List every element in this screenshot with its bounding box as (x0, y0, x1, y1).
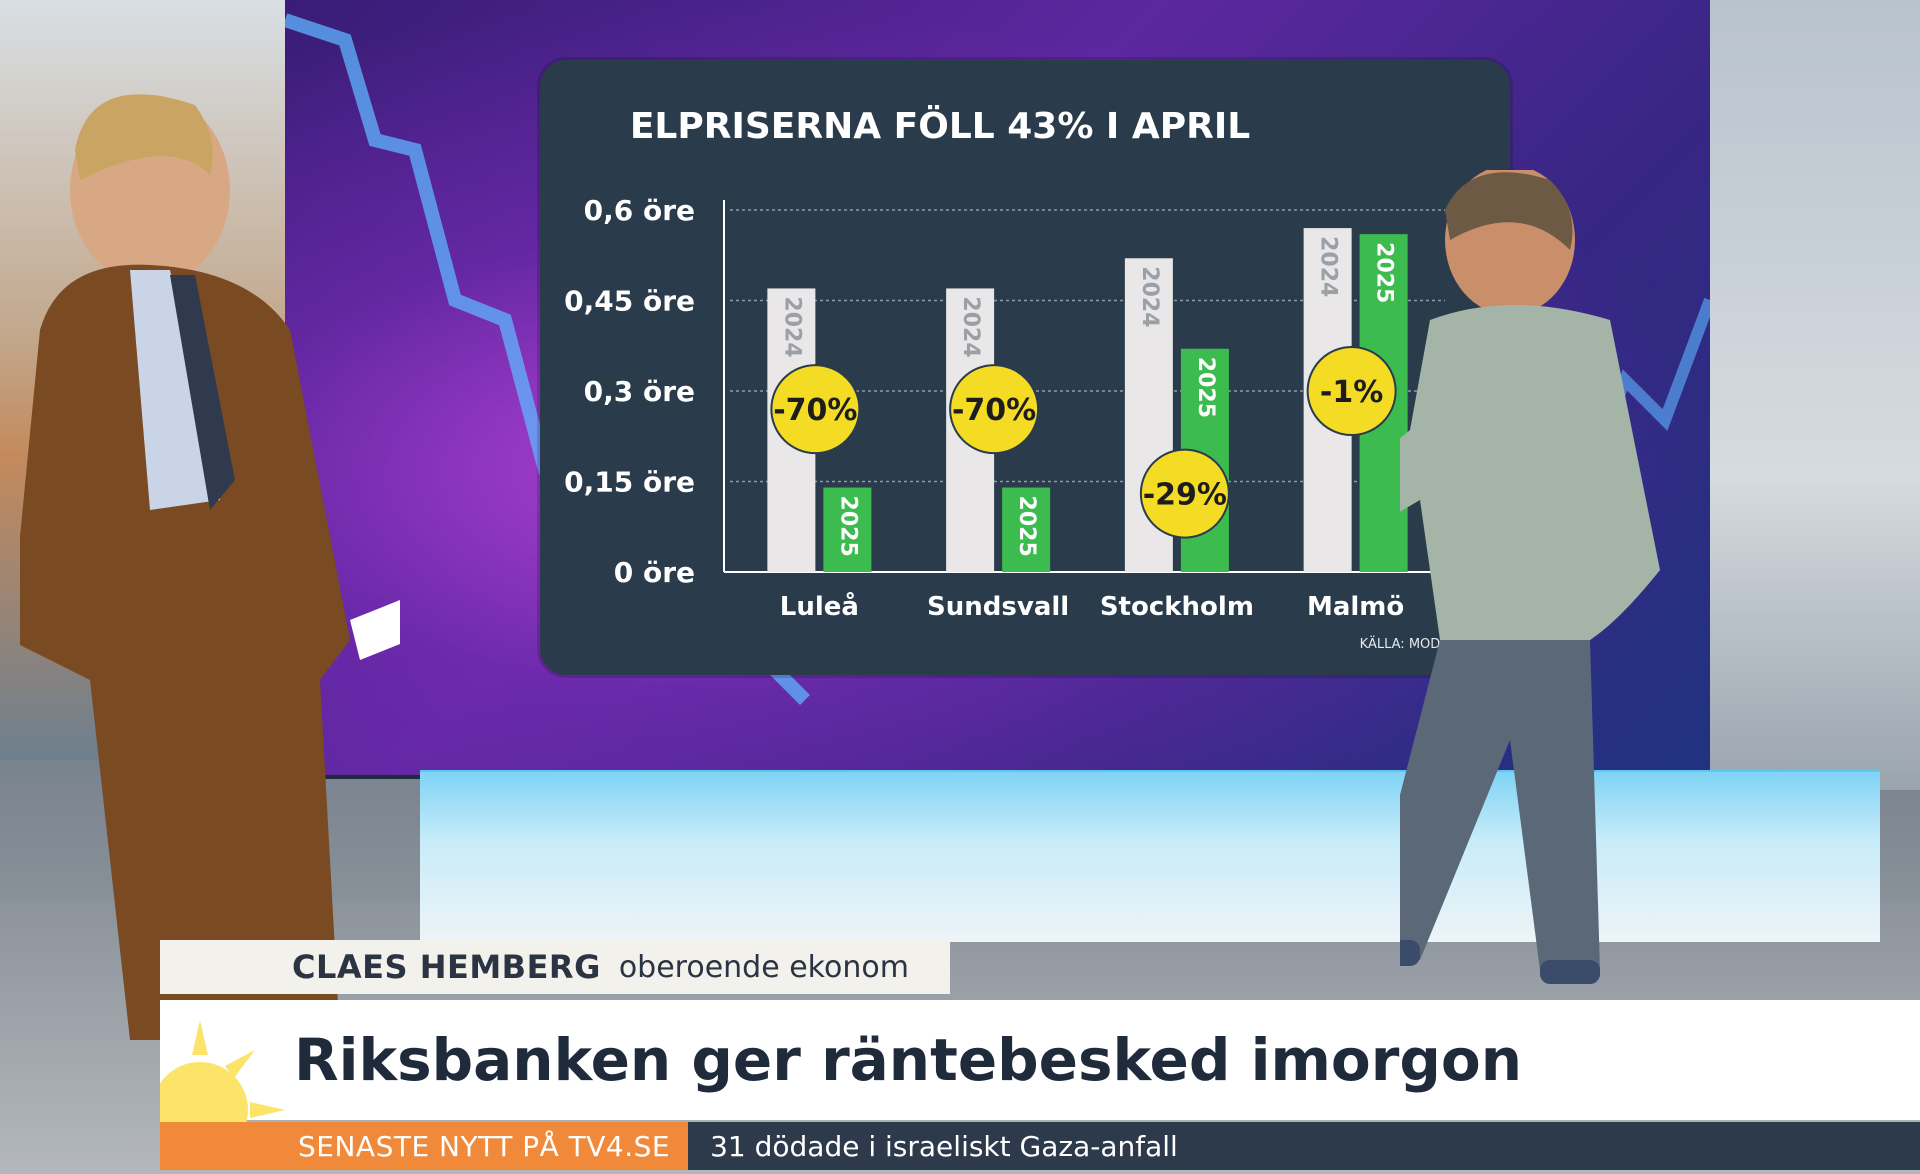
ticker-text: 31 dödade i israeliskt Gaza-anfall (710, 1129, 1178, 1163)
studio-right-wall (1710, 0, 1920, 790)
bar-year-label: 2024 (779, 296, 804, 357)
chart-title: ELPRISERNA FÖLL 43% I APRIL (630, 105, 1250, 147)
presenter-left (20, 94, 400, 1040)
x-tick-label: Malmö (1307, 592, 1404, 622)
percent-badge (1139, 448, 1230, 539)
bar-year-label: 2025 (1372, 242, 1397, 303)
speaker-name: CLAES HEMBERG (292, 948, 601, 986)
headline-strip: Riksbanken ger räntebesked imorgon (160, 1000, 1920, 1120)
y-axis-ticks: 0 öre 0,15 öre 0,3 öre 0,45 öre 0,6 öre (564, 194, 695, 589)
speaker-role: oberoende ekonom (618, 949, 909, 985)
bar-year-label: 2024 (1137, 266, 1162, 327)
source-note: KÄLLA: MODITY (1360, 636, 1460, 652)
x-tick-label: Luleå (780, 590, 859, 622)
bar-chart: ELPRISERNA FÖLL 43% I APRIL 0 öre 0,15 ör… (564, 105, 1460, 652)
y-tick-label: 0,15 öre (564, 466, 695, 499)
x-tick-label: Stockholm (1100, 592, 1254, 622)
percent-badge-label: -70% (773, 393, 857, 428)
bar-2025 (823, 487, 872, 572)
y-tick-label: 0,3 öre (584, 375, 695, 408)
bar-year-label: 2025 (1193, 357, 1218, 418)
bar-2025 (1002, 487, 1051, 572)
bar-year-label: 2025 (835, 496, 860, 557)
news-ticker: SENASTE NYTT PÅ TV4.SE 31 dödade i israe… (160, 1122, 1920, 1170)
percent-badge-label: -29% (1143, 478, 1227, 513)
screen-stand (420, 770, 1880, 942)
percent-badge (1306, 346, 1397, 436)
percent-badge-label: -1% (1320, 375, 1383, 410)
percent-badge (770, 364, 861, 455)
y-tick-label: 0 öre (614, 556, 695, 589)
x-axis-labels: Luleå Sundsvall Stockholm Malmö (780, 590, 1404, 622)
y-tick-label: 0,45 öre (564, 285, 695, 318)
chart-panel: ELPRISERNA FÖLL 43% I APRIL 0 öre 0,15 ör… (540, 60, 1510, 675)
bar-year-label: 2024 (1316, 236, 1341, 297)
name-strip: CLAES HEMBERG oberoende ekonom (160, 940, 950, 994)
bar-year-label: 2024 (958, 296, 983, 357)
presenter-right (1400, 170, 1660, 984)
percent-badge-label: -70% (952, 393, 1036, 428)
percent-badge (949, 364, 1040, 455)
y-tick-label: 0,6 öre (584, 194, 695, 227)
ticker-label: SENASTE NYTT PÅ TV4.SE (160, 1122, 689, 1170)
x-tick-label: Sundsvall (927, 592, 1069, 622)
headline: Riksbanken ger räntebesked imorgon (294, 1026, 1523, 1094)
bar-year-label: 2025 (1014, 496, 1039, 557)
bars: 2024 2025 -70% 2024 2025 -70% 2024 2025 -29% 2024… (767, 228, 1408, 572)
